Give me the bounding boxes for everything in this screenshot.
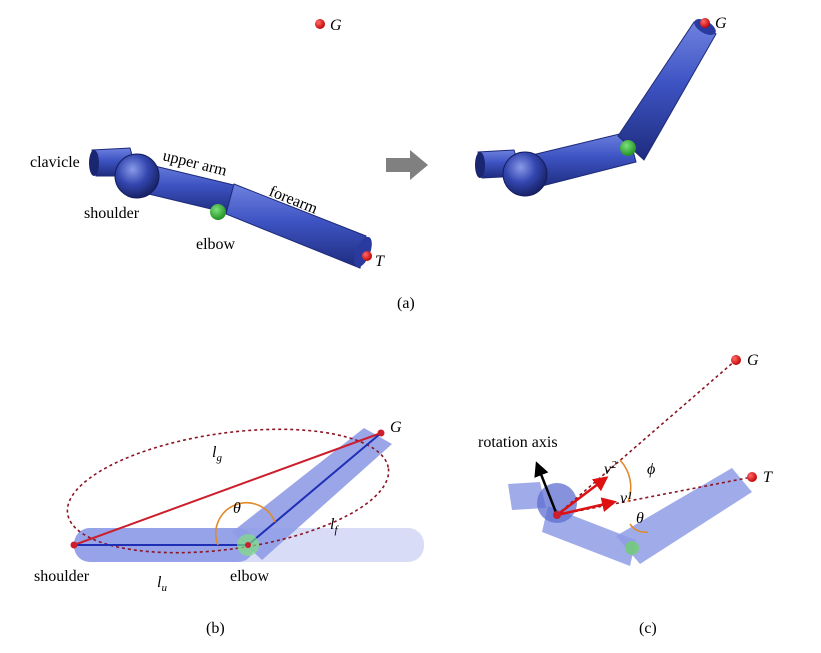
goal-label-after: G [715, 15, 727, 32]
lf-label: lf [330, 516, 339, 536]
target-label-c: T [763, 469, 773, 486]
shoulder-label-b: shoulder [34, 568, 90, 585]
forearm-segment [225, 183, 372, 269]
clavicle-label: clavicle [30, 154, 80, 171]
rotation-axis-label: rotation axis [478, 434, 558, 451]
goal-point-c [731, 355, 741, 365]
phi-label: ϕ [647, 461, 655, 478]
elbow-joint-after [620, 140, 636, 156]
panel-a-arm-before [89, 19, 372, 269]
goal-label-c: G [747, 352, 759, 369]
goal-label-b: G [390, 419, 402, 436]
elbow-joint [210, 204, 226, 220]
caption-b: (b) [206, 620, 225, 637]
lu-label: lu [157, 574, 167, 594]
v2-label: v2 [604, 459, 617, 478]
panel-c [508, 355, 757, 566]
goal-label: G [330, 17, 342, 34]
v1-label: v1 [620, 490, 633, 507]
shoulder-joint [114, 153, 160, 199]
target-point-c [747, 472, 757, 482]
target-label: T [375, 253, 385, 270]
target-point [362, 251, 372, 261]
panel-b [66, 428, 424, 562]
shoulder-point-b [70, 541, 78, 549]
elbow-label-b: elbow [230, 568, 270, 585]
goal-point [315, 19, 325, 29]
panel-a-arm-after [475, 18, 717, 197]
caption-a: (a) [397, 295, 415, 312]
elbow-label: elbow [196, 236, 236, 253]
caption-c: (c) [639, 620, 657, 637]
theta-label-c: θ [636, 510, 644, 527]
lg-label: lg [212, 444, 222, 464]
transition-arrow [386, 150, 428, 180]
shoulder-label: shoulder [84, 205, 140, 222]
goal-point-after [700, 18, 710, 28]
theta-label-b: θ [233, 500, 241, 517]
goal-point-b [377, 429, 385, 437]
